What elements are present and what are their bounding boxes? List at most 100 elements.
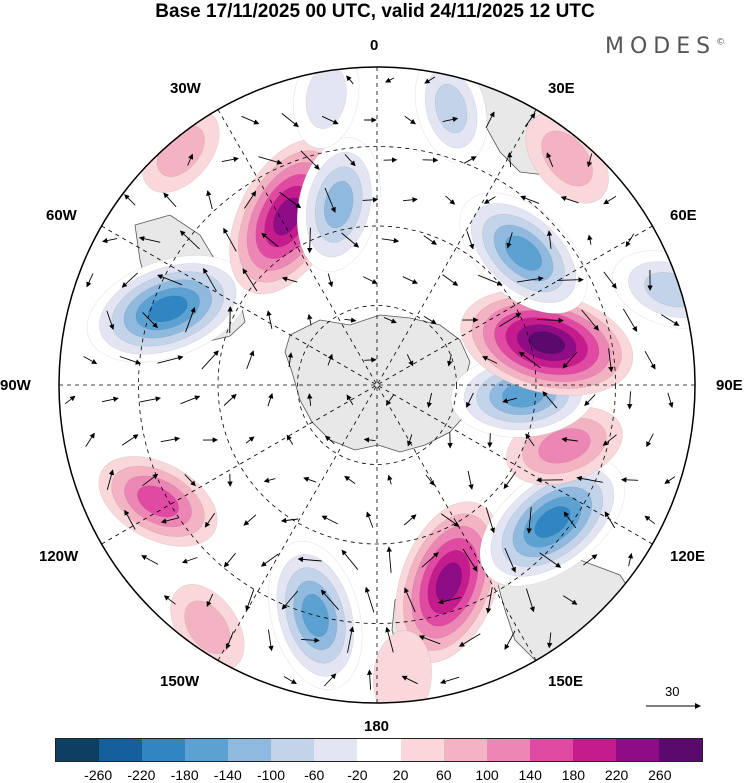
wind-arrow [425,474,435,486]
wind-arrow [546,632,553,649]
wind-arrow [407,434,413,447]
contour-level [305,67,347,129]
wind-arrow [307,393,313,406]
wind-arrow [362,276,378,284]
wind-arrow [157,355,184,364]
wind-arrow [546,152,554,168]
wind-arrow [297,556,322,563]
wind-vectors [64,75,680,690]
reference-vector-label: 30 [665,684,680,699]
wind-arrow [261,232,279,247]
wind-arrow [485,111,495,129]
wind-arrow [539,552,562,568]
wind-arrow [324,187,336,213]
contour-level [301,593,329,637]
wind-arrow [603,271,617,289]
latitude-circle [297,305,457,465]
wind-arrow [102,396,119,403]
wind-arrow [157,274,183,286]
wind-arrow [204,512,216,528]
wind-arrow [383,316,397,324]
wind-arrow [447,354,453,367]
wind-arrow [467,470,474,490]
wind-arrow [525,588,535,613]
wind-arrow [667,392,674,408]
wind-arrow [603,195,617,205]
wind-arrow [366,511,374,528]
wind-arrow [445,195,456,205]
wind-arrow [458,633,481,647]
wind-arrow [341,232,360,248]
wind-arrow [664,476,676,484]
wind-arrow [283,676,297,684]
wind-arrow [121,434,139,446]
wind-arrow [478,274,503,286]
wind-arrow [504,547,516,573]
wind-arrow [327,353,333,366]
contour-level [541,130,593,187]
chart-title: Base 17/11/2025 00 UTC, valid 24/11/2025… [155,1,595,22]
wind-arrow [517,276,544,283]
wind-arrow [387,474,393,485]
wind-arrow [440,513,460,527]
wind-arrow [563,511,577,529]
colorbar-tick-label: -100 [256,767,286,783]
wind-arrow [418,635,441,645]
colorbar-bin-6 [314,739,358,761]
graticule [59,67,695,703]
wind-arrow [320,589,339,610]
wind-arrow [546,230,553,249]
colorbar-tick-label: -220 [127,767,156,783]
colorbar-tick-label: -260 [84,767,113,783]
wind-arrow [466,231,475,250]
negative-anomaly [86,255,249,363]
contour-level [538,428,591,464]
wind-arrow [525,433,535,447]
wind-arrow [561,436,578,443]
wind-arrow [587,234,593,245]
wind-arrow [442,274,459,286]
wind-arrow [246,350,255,370]
wind-arrow [106,469,115,490]
colorbar-tick-label: 180 [561,767,586,783]
wind-arrow [267,392,274,407]
wind-arrow [381,237,400,244]
wind-arrow [421,552,439,568]
wind-arrow [160,436,181,443]
wind-arrow [281,276,298,283]
wind-arrow [622,308,638,332]
wind-arrow [466,392,474,408]
colorbar-tick-label: 20 [392,767,409,783]
contour-level [184,600,231,654]
contour-level [323,180,354,229]
brand-logo: MODES© [605,34,725,59]
contour-level [534,506,571,538]
wind-arrow [344,154,356,167]
wind-arrow [201,350,219,370]
wind-arrow [499,313,522,327]
wind-arrow [586,153,593,168]
wind-arrow [341,549,359,570]
negative-anomaly [479,457,626,587]
wind-arrow [401,675,418,685]
wind-arrow [503,471,517,490]
wind-arrow [542,391,558,409]
label-150e: 150E [548,673,584,690]
label-90w: 90W [0,377,31,394]
colorbar-tick-label: 260 [648,767,672,783]
label-0: 0 [370,37,379,54]
wind-arrow [563,595,578,605]
wind-arrow [625,233,635,248]
wind-arrow [483,196,496,204]
wind-arrow [364,357,377,363]
wind-arrow [520,195,540,204]
wind-arrow [327,273,334,288]
wind-arrow [362,197,379,203]
colorbar-tick-label: 60 [436,767,452,783]
colorbar-bin-10 [486,739,530,761]
wind-arrow [386,546,392,573]
label-180: 180 [364,718,390,735]
wind-arrow [604,511,616,529]
wind-arrow [121,272,139,288]
colorbar-bin-0 [56,739,100,761]
